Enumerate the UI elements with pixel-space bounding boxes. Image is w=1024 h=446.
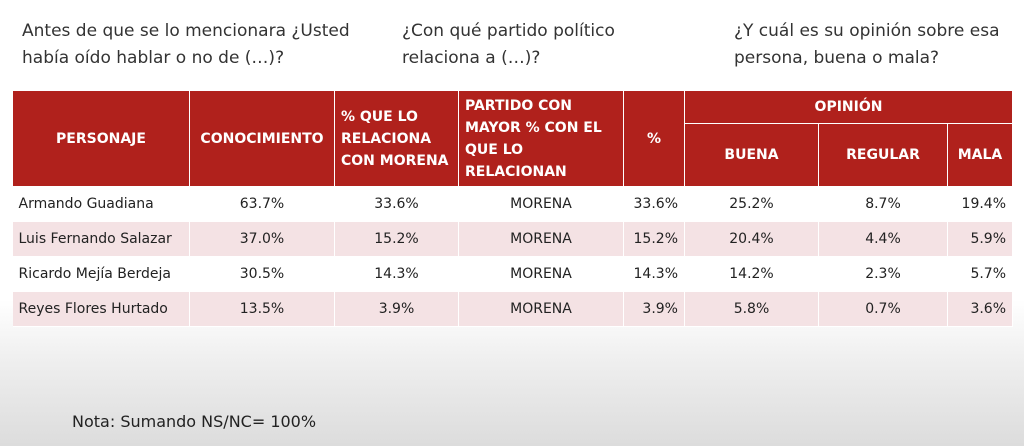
cell-name: Ricardo Mejía Berdeja (12, 256, 190, 292)
header-mala: MALA (946, 123, 1014, 187)
cell-relaciona: 3.9% (334, 291, 459, 327)
cell-buena: 20.4% (684, 221, 819, 257)
cell-partido: MORENA (458, 256, 624, 292)
cell-conocimiento: 63.7% (189, 186, 335, 222)
cell-partido: MORENA (458, 221, 624, 257)
cell-name: Reyes Flores Hurtado (12, 291, 190, 327)
cell-relaciona: 15.2% (334, 221, 459, 257)
cell-regular: 4.4% (818, 221, 948, 257)
table-row: Ricardo Mejía Berdeja 30.5% 14.3% MORENA… (12, 256, 1014, 292)
cell-regular: 8.7% (818, 186, 948, 222)
cell-buena: 14.2% (684, 256, 819, 292)
question-opinion: ¿Y cuál es su opinión sobre esa persona,… (734, 21, 1000, 68)
header-regular: REGULAR (818, 123, 948, 187)
cell-pct: 33.6% (623, 186, 685, 222)
cell-partido: MORENA (458, 291, 624, 327)
cell-buena: 25.2% (684, 186, 819, 222)
header-pct: % (623, 90, 685, 187)
cell-mala: 5.7% (947, 256, 1014, 292)
cell-partido: MORENA (458, 186, 624, 222)
cell-regular: 2.3% (818, 256, 948, 292)
header-buena: BUENA (684, 123, 819, 187)
cell-conocimiento: 13.5% (189, 291, 335, 327)
header-conocimiento: CONOCIMIENTO (189, 90, 335, 187)
cell-relaciona: 33.6% (334, 186, 459, 222)
footnote: Nota: Sumando NS/NC= 100% (72, 412, 317, 431)
table-row: Armando Guadiana 63.7% 33.6% MORENA 33.6… (12, 186, 1014, 222)
header-opinion: OPINIÓN (683, 90, 1014, 124)
cell-pct: 3.9% (623, 291, 685, 327)
cell-name: Armando Guadiana (12, 186, 190, 222)
cell-pct: 14.3% (623, 256, 685, 292)
cell-conocimiento: 30.5% (189, 256, 335, 292)
cell-name: Luis Fernando Salazar (12, 221, 190, 257)
cell-pct: 15.2% (623, 221, 685, 257)
header-partido-mayor: PARTIDO CON MAYOR % CON EL QUE LO RELACI… (458, 90, 624, 187)
cell-relaciona: 14.3% (334, 256, 459, 292)
cell-mala: 5.9% (947, 221, 1014, 257)
table-row: Reyes Flores Hurtado 13.5% 3.9% MORENA 3… (12, 291, 1014, 327)
header-relaciona-morena: % QUE LO RELACIONA CON MORENA (334, 90, 459, 187)
cell-regular: 0.7% (818, 291, 948, 327)
cell-buena: 5.8% (684, 291, 819, 327)
cell-mala: 19.4% (947, 186, 1014, 222)
table-row: Luis Fernando Salazar 37.0% 15.2% MORENA… (12, 221, 1014, 257)
question-knowledge: Antes de que se lo mencionara ¿Usted hab… (22, 21, 350, 68)
cell-conocimiento: 37.0% (189, 221, 335, 257)
poll-results-table: PERSONAJE CONOCIMIENTO % QUE LO RELACION… (12, 90, 1014, 327)
cell-mala: 3.6% (947, 291, 1014, 327)
header-personaje: PERSONAJE (12, 90, 190, 187)
question-party: ¿Con qué partido político relaciona a (…… (402, 21, 615, 68)
